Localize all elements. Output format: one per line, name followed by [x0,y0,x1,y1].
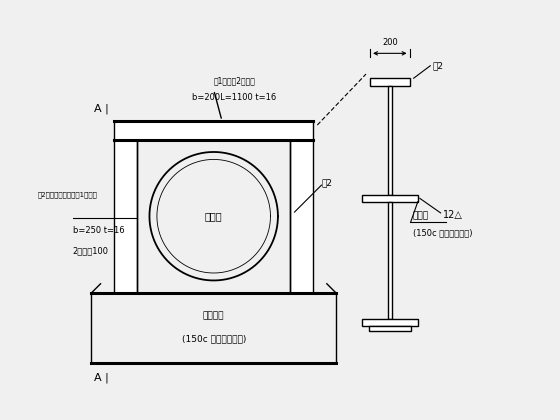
Text: b=250 t=16: b=250 t=16 [73,226,124,235]
Bar [362,319,418,326]
Text: 200: 200 [382,38,398,47]
Text: b=200L=1100 t=16: b=200L=1100 t=16 [192,93,277,102]
Text: A |: A | [94,373,108,383]
Text: 支擐型转: 支擐型转 [203,311,225,320]
Text: 板1（与板2共用）: 板1（与板2共用） [213,77,255,86]
Bar [362,195,418,202]
Bar [291,139,313,293]
Text: 钉剥梗: 钉剥梗 [413,212,429,221]
Text: 板2（山型串板功能板1共用）: 板2（山型串板功能板1共用） [38,191,97,197]
Text: (150c 热手刺工字型): (150c 热手刺工字型) [181,334,246,343]
Bar [388,202,392,319]
Bar [369,326,410,331]
Bar [370,78,409,86]
Text: (150c 热手刺工字型): (150c 热手刺工字型) [413,228,472,237]
Bar [114,139,137,293]
Text: 12△: 12△ [442,210,463,220]
Bar [388,86,392,195]
Text: 支豁管: 支豁管 [205,211,222,221]
Bar [114,121,313,139]
Text: A |: A | [94,103,108,114]
Text: 板2: 板2 [321,178,333,188]
Text: 板2: 板2 [432,61,444,70]
Text: 2块间距100: 2块间距100 [73,247,109,256]
